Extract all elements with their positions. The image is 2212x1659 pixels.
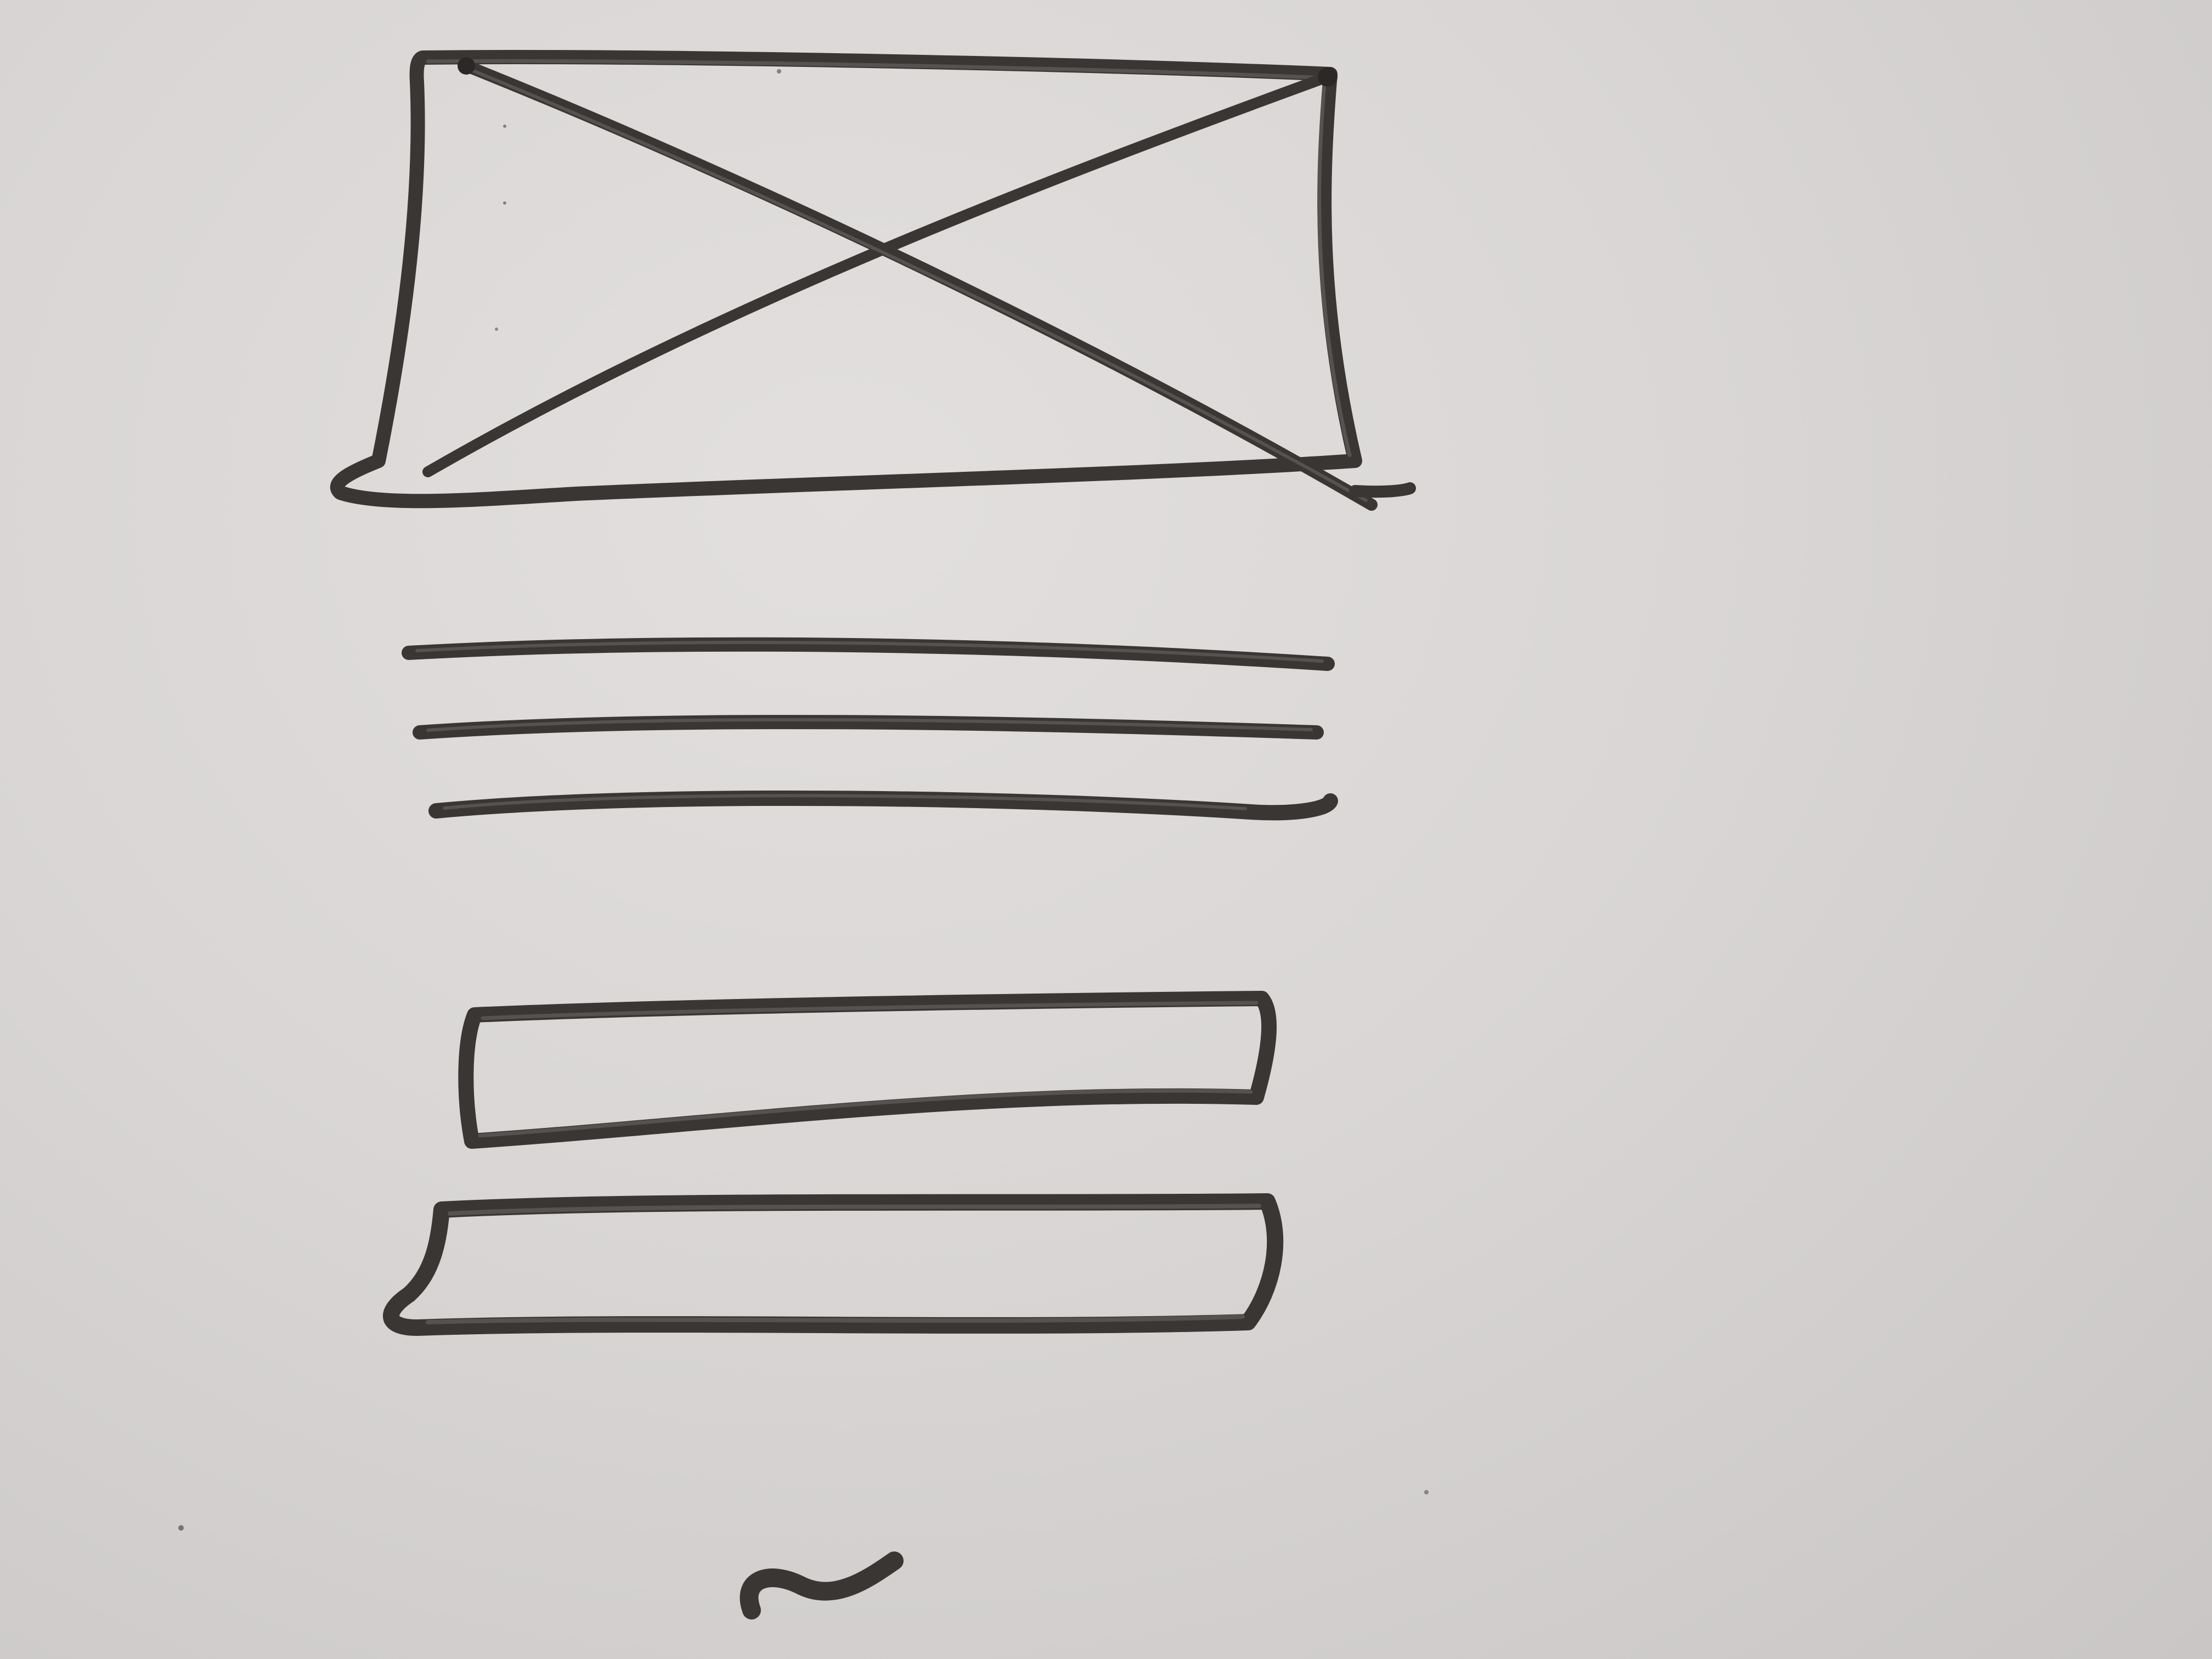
text-line-2 (413, 715, 1324, 740)
paper-specks (178, 69, 1429, 1531)
button-box (383, 1193, 1284, 1336)
text-line-3 (428, 790, 1338, 821)
image-placeholder-x-box (330, 50, 1416, 511)
text-line-1 (402, 637, 1335, 671)
tilde-mark (740, 1551, 904, 1620)
input-field-box (458, 991, 1277, 1149)
